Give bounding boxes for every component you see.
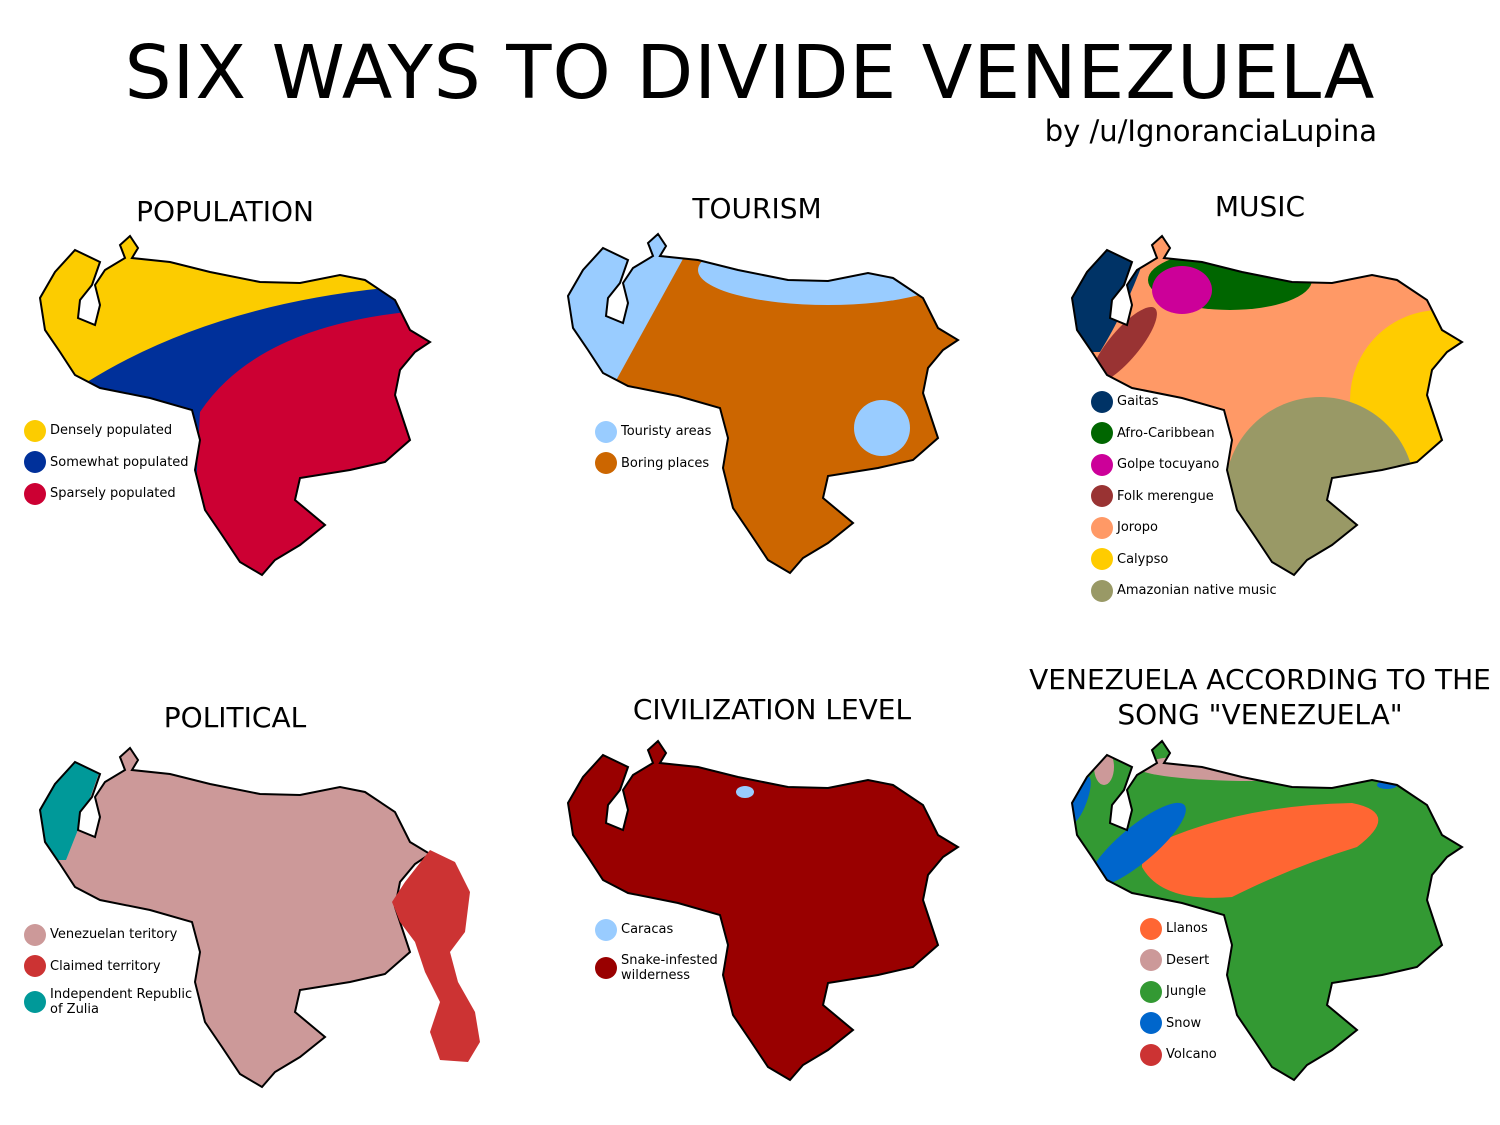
color-swatch — [1140, 917, 1162, 940]
folk-merengue-region — [1091, 306, 1157, 384]
tourism-title: TOURISM — [692, 192, 822, 225]
civilization-map — [567, 740, 959, 1081]
legend-item: Snow — [1140, 1008, 1217, 1040]
legend-item: Amazonian native music — [1091, 575, 1277, 607]
color-swatch — [1091, 485, 1113, 508]
legend-item: Calypso — [1091, 544, 1277, 576]
legend-item: Llanos — [1140, 913, 1217, 945]
legend-item: Folk merengue — [1091, 481, 1277, 513]
legend-item: Golpe tocuyano — [1091, 449, 1277, 481]
music-title: MUSIC — [1214, 190, 1306, 223]
color-swatch — [24, 923, 46, 946]
color-swatch — [1091, 422, 1113, 445]
byline: by /u/IgnoranciaLupina — [1044, 114, 1377, 148]
snow-region — [1088, 802, 1186, 888]
snow-region-west — [1072, 776, 1091, 824]
song-map — [1071, 740, 1463, 1081]
legend-item: Claimed territory — [24, 951, 200, 983]
color-swatch — [595, 956, 617, 979]
touristy-area-west — [568, 234, 700, 386]
color-swatch — [24, 955, 46, 978]
legend-item: Jungle — [1140, 976, 1217, 1008]
color-swatch — [1091, 548, 1113, 571]
color-swatch — [1140, 1012, 1162, 1035]
civilization-legend: Caracas Snake-infested wilderness — [595, 914, 721, 990]
color-swatch — [1091, 579, 1113, 602]
claimed-territory-region — [392, 850, 480, 1062]
legend-item: Venezuelan teritory — [24, 919, 200, 951]
color-swatch — [1091, 390, 1113, 413]
civilization-title: CIVILIZATION LEVEL — [632, 693, 912, 726]
political-legend: Venezuelan teritory Claimed territory In… — [24, 919, 200, 1022]
color-swatch — [595, 452, 617, 475]
legend-item: Independent Republic of Zulia — [24, 982, 200, 1022]
legend-item: Somewhat populated — [24, 447, 189, 479]
legend-item: Densely populated — [24, 415, 189, 447]
color-swatch — [24, 991, 46, 1013]
color-swatch — [24, 451, 46, 474]
tourism-legend: Touristy areas Boring places — [595, 416, 711, 479]
song-title: VENEZUELA ACCORDING TO THE SONG "VENEZUE… — [1029, 663, 1491, 731]
color-swatch — [1091, 516, 1113, 539]
political-title: POLITICAL — [163, 701, 307, 734]
legend-item: Caracas — [595, 914, 721, 946]
color-swatch — [595, 918, 617, 941]
legend-item: Afro-Caribbean — [1091, 418, 1277, 450]
music-legend: Gaitas Afro-Caribbean Golpe tocuyano Fol… — [1091, 386, 1277, 607]
legend-item: Snake-infested wilderness — [595, 946, 721, 990]
main-title: SIX WAYS TO DIVIDE VENEZUELA — [124, 30, 1376, 116]
legend-item: Volcano — [1140, 1039, 1217, 1071]
color-swatch — [1140, 1043, 1162, 1066]
color-swatch — [1140, 949, 1162, 972]
color-swatch — [1140, 980, 1162, 1003]
legend-item: Desert — [1140, 945, 1217, 977]
legend-item: Joropo — [1091, 512, 1277, 544]
desert-region-coast — [1137, 753, 1367, 781]
color-swatch — [595, 420, 617, 443]
legend-item: Sparsely populated — [24, 478, 189, 510]
wilderness-region — [567, 740, 959, 1081]
caracas-marker — [736, 786, 754, 798]
population-title: POPULATION — [136, 195, 314, 228]
political-map — [39, 747, 480, 1088]
touristy-area-south — [854, 400, 910, 456]
tourism-map — [567, 233, 959, 574]
legend-item: Boring places — [595, 448, 711, 480]
population-legend: Densely populated Somewhat populated Spa… — [24, 415, 189, 510]
color-swatch — [1091, 453, 1113, 476]
llanos-region — [1142, 803, 1379, 898]
color-swatch — [24, 482, 46, 505]
legend-item: Gaitas — [1091, 386, 1277, 418]
song-legend: Llanos Desert Jungle Snow Volcano — [1140, 913, 1217, 1071]
color-swatch — [24, 419, 46, 442]
golpe-tocuyano-region — [1152, 266, 1212, 314]
legend-item: Touristy areas — [595, 416, 711, 448]
population-map — [39, 235, 431, 576]
